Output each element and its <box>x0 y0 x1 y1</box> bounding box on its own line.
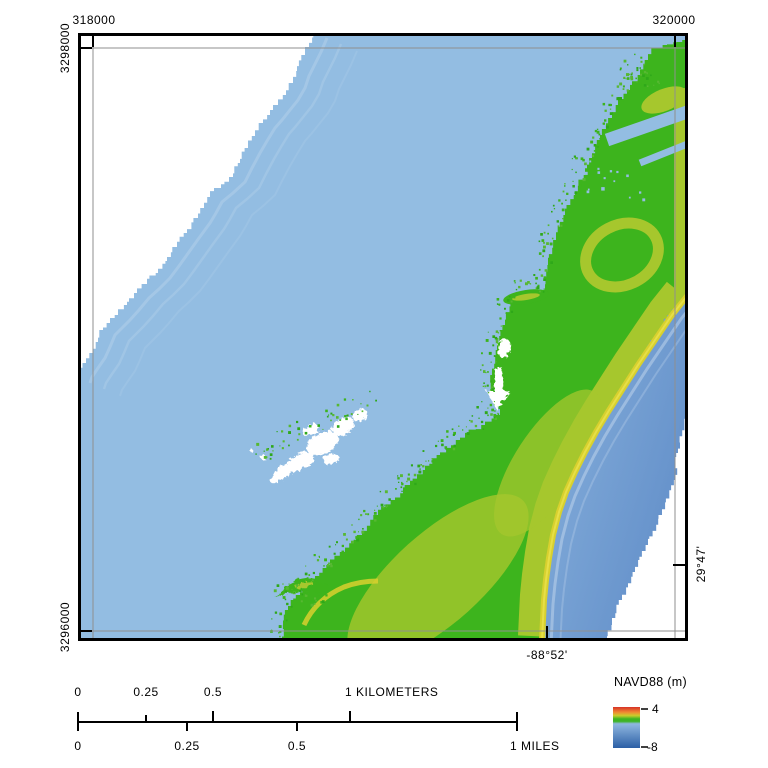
marsh-spit <box>503 289 549 305</box>
island-interior <box>301 86 685 638</box>
map-neatline <box>78 33 688 641</box>
frame-ticks <box>81 36 685 638</box>
easting-right-label: 320000 <box>652 13 696 27</box>
scalebar-mi-0-label: 0 <box>74 739 82 753</box>
marsh-islet <box>273 576 329 595</box>
shoal-speckles <box>255 53 660 638</box>
legend-min-label: -8 <box>647 740 658 754</box>
tidal-channel <box>604 105 685 147</box>
latitude-label: 29°47' <box>694 545 708 583</box>
scalebar-mi-025-label: 0.25 <box>174 739 200 753</box>
map-canvas <box>78 33 688 641</box>
utm-gridlines <box>81 36 685 638</box>
easting-left-label: 318000 <box>72 13 116 27</box>
nodata-holes <box>248 337 510 482</box>
scalebar-km-05-label: 0.5 <box>203 685 223 699</box>
scalebar-mi-unit-label: 1 MILES <box>510 739 560 753</box>
scalebar-mi-05-label: 0.5 <box>287 739 307 753</box>
scalebar-km-unit-label: 1 KILOMETERS <box>345 685 439 699</box>
legend-colorbar <box>613 707 640 748</box>
legend-title: NAVD88 (m) <box>614 675 687 689</box>
longitude-label: -88°52' <box>526 648 568 662</box>
scalebar-km-025-label: 0.25 <box>133 685 159 699</box>
northing-top-label: 3298000 <box>58 22 72 74</box>
scalebar-km-0-label: 0 <box>74 685 82 699</box>
tidal-channel <box>638 141 685 167</box>
northing-bottom-label: 3296000 <box>58 601 72 653</box>
scalebar <box>77 711 518 731</box>
legend-max-label: 4 <box>652 702 659 716</box>
nodata-corner <box>607 418 685 638</box>
